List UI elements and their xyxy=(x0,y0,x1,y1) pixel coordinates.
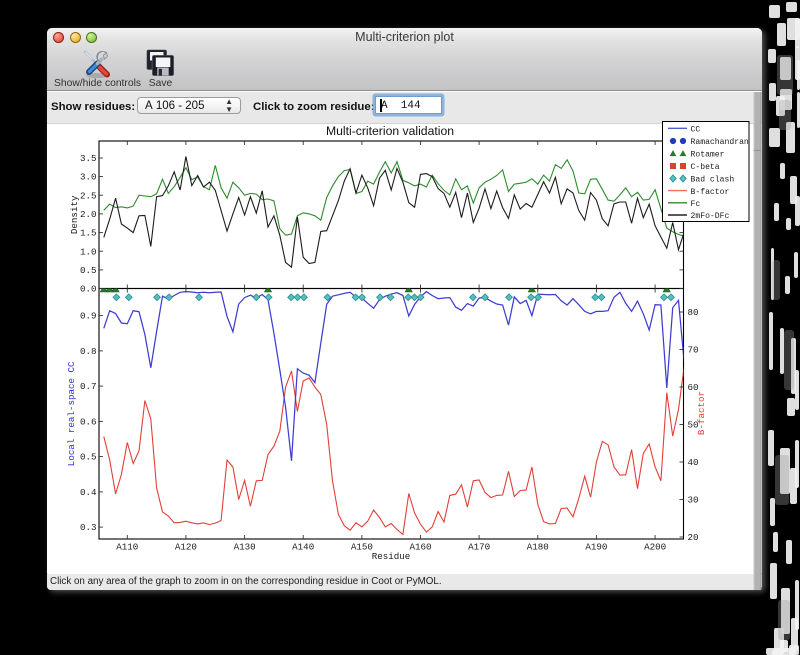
svg-text:A190: A190 xyxy=(585,542,607,553)
svg-text:Ramachandran: Ramachandran xyxy=(691,138,749,147)
svg-text:B-factor: B-factor xyxy=(696,391,707,435)
svg-text:0.6: 0.6 xyxy=(80,417,97,428)
svg-text:2mFo-DFc: 2mFo-DFc xyxy=(691,212,730,221)
svg-text:A120: A120 xyxy=(175,542,197,553)
svg-text:CC: CC xyxy=(691,126,701,135)
svg-text:3.0: 3.0 xyxy=(80,172,97,183)
svg-text:0.3: 0.3 xyxy=(80,522,97,533)
svg-text:Residue: Residue xyxy=(372,551,411,562)
svg-text:A200: A200 xyxy=(644,542,666,553)
svg-text:80: 80 xyxy=(688,307,699,318)
svg-text:2.0: 2.0 xyxy=(80,209,97,220)
svg-text:0.4: 0.4 xyxy=(80,487,97,498)
svg-text:0.5: 0.5 xyxy=(80,265,97,276)
svg-text:0.5: 0.5 xyxy=(80,452,97,463)
svg-text:20: 20 xyxy=(688,532,699,543)
svg-text:Bad clash: Bad clash xyxy=(691,176,735,185)
svg-text:A150: A150 xyxy=(351,542,373,553)
svg-text:60: 60 xyxy=(688,382,699,393)
svg-text:0.0: 0.0 xyxy=(80,284,97,295)
svg-text:1.5: 1.5 xyxy=(80,228,97,239)
svg-text:C-beta: C-beta xyxy=(691,163,720,172)
svg-text:A170: A170 xyxy=(468,542,490,553)
svg-text:2.5: 2.5 xyxy=(80,190,97,201)
svg-text:Rotamer: Rotamer xyxy=(691,151,725,160)
svg-text:3.5: 3.5 xyxy=(80,153,97,164)
svg-text:A140: A140 xyxy=(292,542,314,553)
svg-text:Local real-space CC: Local real-space CC xyxy=(66,361,77,466)
svg-text:30: 30 xyxy=(688,495,699,506)
svg-text:A130: A130 xyxy=(234,542,256,553)
svg-text:0.9: 0.9 xyxy=(80,311,97,322)
svg-text:70: 70 xyxy=(688,345,699,356)
svg-text:Multi-criterion validation: Multi-criterion validation xyxy=(326,124,454,138)
svg-text:B-factor: B-factor xyxy=(691,188,730,197)
svg-text:A180: A180 xyxy=(527,542,549,553)
svg-text:1.0: 1.0 xyxy=(80,246,97,257)
svg-text:40: 40 xyxy=(688,457,699,468)
svg-text:A160: A160 xyxy=(409,542,431,553)
svg-text:50: 50 xyxy=(688,420,699,431)
svg-text:0.8: 0.8 xyxy=(80,346,97,357)
svg-text:Density: Density xyxy=(69,195,80,234)
svg-text:Fc: Fc xyxy=(691,200,701,209)
svg-text:0.7: 0.7 xyxy=(80,381,97,392)
svg-text:A110: A110 xyxy=(116,542,138,553)
